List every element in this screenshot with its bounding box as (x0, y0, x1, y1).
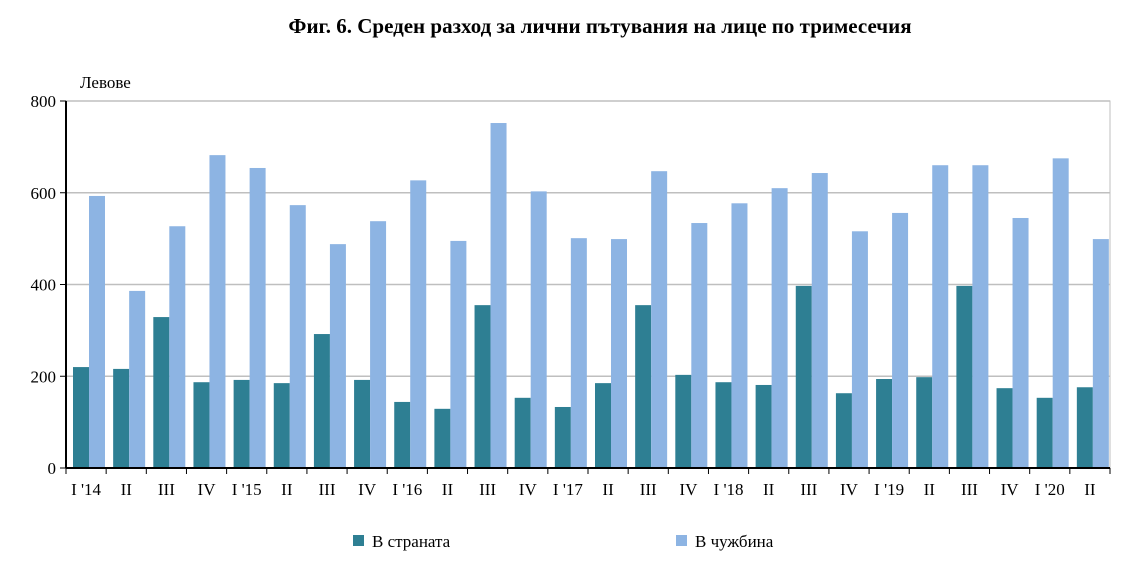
x-tick-label: IV (1001, 480, 1020, 499)
bar-abroad (851, 231, 868, 468)
bar-abroad (1052, 158, 1069, 468)
bar-domestic (795, 285, 812, 468)
x-tick-label: II (442, 480, 454, 499)
x-tick-label: IV (679, 480, 698, 499)
bar-abroad (530, 191, 547, 468)
bar-abroad (490, 123, 507, 469)
bar-domestic (675, 374, 692, 468)
y-tick-label: 0 (48, 459, 57, 478)
bar-abroad (731, 203, 748, 468)
bar-abroad (209, 155, 226, 468)
bar-domestic (635, 305, 652, 468)
x-tick-label: IV (198, 480, 217, 499)
bar-abroad (892, 212, 909, 468)
x-tick-label: III (961, 480, 978, 499)
bar-abroad (1092, 239, 1109, 468)
bar-abroad (129, 290, 146, 468)
x-tick-label: II (763, 480, 775, 499)
x-tick-label: I '15 (232, 480, 262, 499)
x-tick-label: I '20 (1035, 480, 1065, 499)
bar-domestic (554, 406, 571, 468)
bar-abroad (169, 226, 186, 468)
x-tick-label: III (640, 480, 657, 499)
bar-domestic (193, 382, 210, 468)
bar-domestic (474, 305, 491, 468)
y-tick-label: 600 (31, 184, 57, 203)
bar-abroad (771, 188, 788, 468)
bar-abroad (410, 180, 427, 468)
bar-domestic (755, 384, 772, 468)
bar-domestic (835, 393, 852, 468)
x-tick-label: IV (519, 480, 538, 499)
bar-abroad (691, 223, 708, 468)
x-tick-label: I '16 (392, 480, 422, 499)
y-tick-label: 400 (31, 276, 57, 295)
x-tick-label: II (1084, 480, 1096, 499)
bar-domestic (916, 377, 933, 468)
bar-domestic (153, 317, 170, 468)
bar-domestic (73, 367, 89, 468)
bar-abroad (811, 173, 828, 468)
bar-domestic (595, 383, 611, 468)
x-tick-label: II (924, 480, 936, 499)
bar-abroad (89, 195, 105, 468)
x-tick-label: II (121, 480, 133, 499)
x-tick-label: I '14 (71, 480, 101, 499)
bar-domestic (354, 379, 371, 468)
y-tick-label: 800 (31, 92, 57, 111)
bar-abroad (450, 240, 467, 468)
y-tick-label: 200 (31, 367, 57, 386)
bar-domestic (434, 408, 451, 468)
legend-label: В страната (372, 532, 451, 551)
bar-domestic (113, 368, 130, 468)
bar-domestic (1076, 387, 1093, 468)
bar-domestic (514, 397, 531, 468)
bar-abroad (651, 171, 668, 468)
x-tick-label: I '17 (553, 480, 583, 499)
bar-domestic (1036, 397, 1053, 468)
bar-abroad (972, 165, 989, 468)
x-tick-label: II (602, 480, 614, 499)
bar-domestic (715, 382, 732, 468)
bar-abroad (370, 221, 387, 468)
bar-abroad (611, 239, 627, 468)
bar-abroad (570, 238, 587, 468)
x-tick-label: I '18 (714, 480, 744, 499)
bar-domestic (233, 379, 250, 468)
x-tick-label: III (800, 480, 817, 499)
legend-swatch (676, 535, 687, 546)
y-axis-label: Левове (80, 73, 131, 92)
x-tick-label: I '19 (874, 480, 904, 499)
bar-domestic (956, 285, 973, 468)
bar-domestic (996, 388, 1013, 468)
bar-abroad (289, 205, 306, 469)
bar-domestic (876, 379, 893, 468)
bar-domestic (394, 401, 411, 468)
bar-abroad (1012, 217, 1029, 468)
x-tick-label: IV (840, 480, 859, 499)
bar-abroad (249, 167, 266, 469)
x-tick-label: II (281, 480, 293, 499)
x-tick-label: III (319, 480, 336, 499)
bar-domestic (273, 383, 290, 468)
x-tick-label: IV (358, 480, 377, 499)
legend-label: В чужбина (695, 532, 774, 551)
bar-domestic (313, 334, 330, 468)
x-tick-label: III (158, 480, 175, 499)
chart-title: Фиг. 6. Среден разход за лични пътувания… (288, 14, 911, 38)
legend-swatch (353, 535, 364, 546)
bar-abroad (329, 244, 346, 468)
bar-abroad (932, 165, 949, 468)
x-tick-label: III (479, 480, 496, 499)
